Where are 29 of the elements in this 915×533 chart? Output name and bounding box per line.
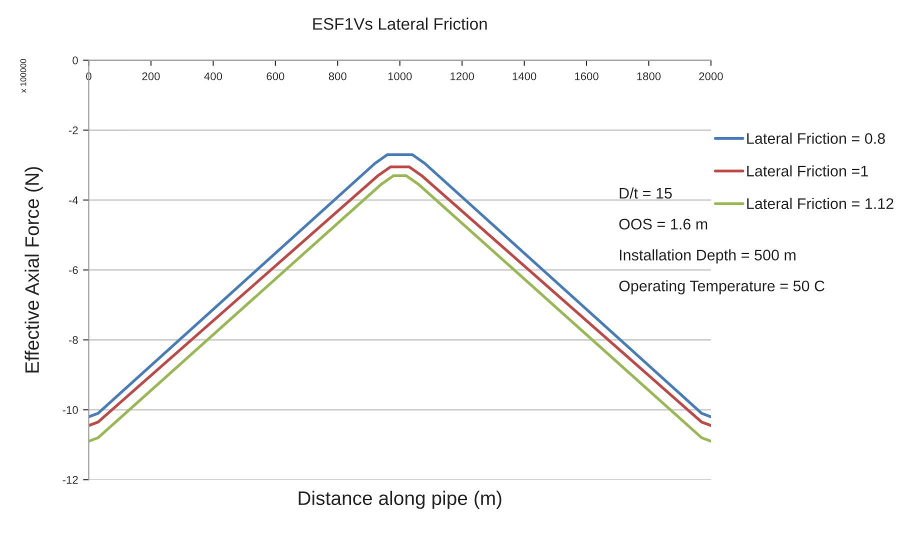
x-axis-title: Distance along pipe (m) — [298, 490, 502, 509]
legend-label: Lateral Friction = 0.8 — [747, 132, 885, 144]
y-tick-label: -2 — [68, 126, 78, 134]
x-tick-label: 600 — [266, 72, 284, 80]
x-tick-label: 1200 — [450, 72, 474, 80]
y-tick-label: -8 — [68, 336, 78, 344]
x-tick-label: 1600 — [575, 72, 598, 80]
text: x 100000 — [20, 58, 26, 93]
y-tick-label: -4 — [68, 196, 78, 204]
x-tick-label: 800 — [328, 72, 346, 80]
annotation: D/t = 15 — [620, 187, 672, 199]
x-tick-label: 1000 — [388, 72, 412, 80]
x-tick-label: 400 — [204, 72, 222, 80]
x-tick-label: 200 — [142, 72, 160, 80]
y-tick-label: -12 — [62, 476, 78, 484]
annotation: OOS = 1.6 m — [619, 218, 708, 230]
y-tick-label: -6 — [68, 266, 78, 274]
x-tick-label: 0 — [86, 72, 92, 80]
legend-label: Lateral Friction =1 — [747, 165, 868, 176]
y-axis-title: Effective Axial Force (N) — [24, 167, 43, 372]
x-tick-label: 1400 — [512, 72, 536, 80]
y-tick-label: 0 — [72, 56, 78, 64]
y-tick-label: -10 — [62, 406, 78, 414]
chart-title: ESF1Vs Lateral Friction — [313, 18, 487, 30]
x-tick-label: 1800 — [637, 72, 661, 80]
annotation: Installation Depth = 500 m — [620, 249, 796, 264]
legend-label: Lateral Friction = 1.12 — [747, 198, 894, 210]
annotation: Operating Temperature = 50 C — [619, 280, 824, 294]
x-tick-label: 2000 — [699, 72, 723, 80]
